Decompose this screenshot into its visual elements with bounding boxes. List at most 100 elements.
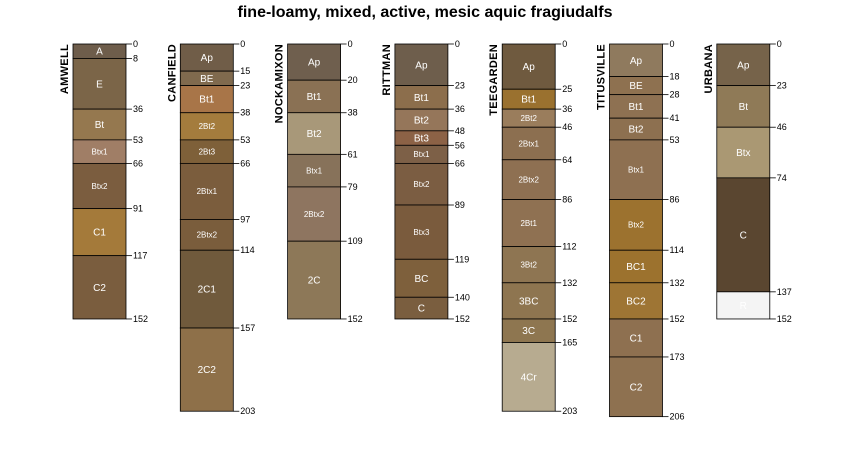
depth-label: 0: [455, 39, 460, 49]
profile-titusville: TITUSVILLE Ap BE Bt1 Bt2 Btx1 Btx2 BC1 BC2 C1 C2 0 1…: [596, 39, 685, 422]
horizon-label: 2Btx1: [518, 139, 539, 148]
horizon-label: E: [96, 79, 103, 90]
depth-label: 15: [240, 66, 250, 76]
horizon-urbana-bt: [716, 85, 771, 128]
depth-label: 23: [777, 81, 787, 91]
horizon-label: Btx3: [413, 228, 430, 237]
horizon-label: Bt2: [414, 115, 429, 126]
profile-urbana: URBANA Ap Bt Btx C R 0 23 46 74 137 152: [703, 39, 792, 324]
horizon-amwell-e: [72, 58, 127, 110]
horizon-nockamixon-ap: [287, 43, 342, 81]
horizon-label: Btx: [736, 148, 750, 159]
horizon-label: 2Btx2: [197, 231, 218, 240]
horizon-label: Bt1: [307, 92, 322, 103]
depth-label: 0: [670, 39, 675, 49]
profile-name-nockamixon: NOCKAMIXON: [274, 44, 286, 123]
horizon-canfield-ap: [179, 43, 234, 72]
horizon-label: BC2: [626, 296, 646, 307]
horizon-label: BE: [629, 81, 643, 92]
depth-label: 114: [670, 245, 684, 255]
profile-name-rittman: RITTMAN: [381, 44, 393, 96]
horizon-label: Bt2: [628, 125, 643, 136]
depth-label: 97: [240, 214, 250, 224]
horizon-label: 2Bt1: [520, 219, 537, 228]
depth-label: 20: [348, 75, 358, 85]
horizon-label: Bt2: [307, 129, 322, 140]
horizon-titusville-bc2: [609, 282, 663, 320]
depth-label: 109: [348, 236, 363, 246]
depth-label: 53: [670, 135, 680, 145]
depth-label: 28: [670, 90, 680, 100]
depth-label: 23: [240, 81, 250, 91]
depth-label: 46: [777, 122, 787, 132]
profile-name-teegarden: TEEGARDEN: [488, 44, 500, 116]
horizon-label: Btx1: [91, 147, 108, 156]
depth-label: 114: [240, 245, 254, 255]
horizon-label: C: [740, 230, 747, 241]
horizon-label: 2C1: [198, 285, 217, 296]
profile-canfield: CANFIELD Ap BE Bt1 2Bt2 2Bt3 2Btx1 2Btx2 2C1 2C2 0…: [166, 39, 255, 416]
depth-label: 86: [670, 195, 680, 205]
depth-label: 0: [562, 39, 567, 49]
depth-label: 152: [348, 314, 363, 324]
depth-label: 66: [133, 158, 143, 168]
horizon-label: Bt: [739, 102, 749, 113]
horizon-label: 3C: [522, 326, 535, 337]
depth-label: 0: [133, 39, 138, 49]
horizon-label: Btx2: [628, 221, 645, 230]
horizon-urbana-r: [716, 291, 771, 320]
horizon-titusville-c1: [609, 318, 663, 358]
horizon-label: C1: [630, 333, 643, 344]
depth-label: 152: [670, 314, 685, 324]
depth-label: 152: [133, 314, 148, 324]
profile-name-titusville: TITUSVILLE: [596, 44, 608, 110]
horizon-titusville-ap: [609, 43, 663, 77]
horizon-rittman-c: [394, 296, 449, 320]
horizon-canfield-2btx1: [179, 162, 234, 220]
depth-label: 46: [562, 122, 572, 132]
depth-label: 91: [133, 204, 143, 214]
horizon-nockamixon-2c: [287, 240, 342, 320]
horizon-label: 2Btx2: [518, 175, 539, 184]
profile-nockamixon: NOCKAMIXON Ap Bt1 Bt2 Btx1 2Btx2 2C 0 20 38 61 79 10…: [274, 39, 363, 324]
horizon-label: Bt1: [628, 102, 643, 113]
depth-label: 61: [348, 149, 358, 159]
horizon-canfield-2bt2: [179, 112, 234, 141]
depth-label: 206: [670, 412, 685, 422]
horizon-urbana-btx: [716, 126, 771, 179]
depth-label: 41: [670, 113, 680, 123]
profiles-group: AMWELL AEBtBtx1Btx2C1C20836536691117152CA…: [59, 39, 792, 422]
horizon-amwell-c1: [72, 208, 127, 257]
horizon-label: Btx1: [306, 166, 323, 175]
profile-name-urbana: URBANA: [703, 44, 715, 93]
horizon-label: Btx1: [413, 150, 430, 159]
horizon-canfield-2c2: [179, 327, 234, 412]
horizon-label: C: [418, 304, 425, 315]
horizon-label: Ap: [737, 60, 750, 71]
depth-label: 137: [777, 287, 792, 297]
horizon-amwell-c2: [72, 255, 127, 320]
horizon-canfield-bt1: [179, 85, 234, 114]
depth-label: 36: [133, 104, 143, 114]
horizon-label: C2: [630, 382, 643, 393]
horizon-teegarden-4cr: [501, 342, 556, 412]
horizon-canfield-2btx2: [179, 219, 234, 251]
horizon-teegarden-2btx1: [501, 126, 556, 161]
depth-label: 18: [670, 72, 680, 82]
depth-label: 173: [670, 352, 685, 362]
horizon-nockamixon-2btx2: [287, 186, 342, 242]
horizon-label: 2Btx2: [304, 210, 325, 219]
horizon-amwell-btx2: [72, 162, 127, 210]
horizon-label: Btx1: [628, 166, 645, 175]
horizon-amwell-bt: [72, 108, 127, 141]
depth-label: 0: [348, 39, 353, 49]
horizon-rittman-btx2: [394, 162, 449, 206]
depth-label: 48: [455, 126, 465, 136]
depth-label: 132: [670, 278, 685, 288]
profile-rittman: RITTMAN Ap Bt1 Bt2 Bt3 Btx1 Btx2 Btx3 BC C 0 23 36 48…: [381, 39, 470, 324]
profile-name-amwell: AMWELL: [59, 44, 71, 94]
horizon-label: 2Bt3: [199, 147, 216, 156]
depth-label: 132: [562, 278, 577, 288]
horizon-label: Ap: [523, 62, 536, 73]
depth-label: 140: [455, 292, 470, 302]
